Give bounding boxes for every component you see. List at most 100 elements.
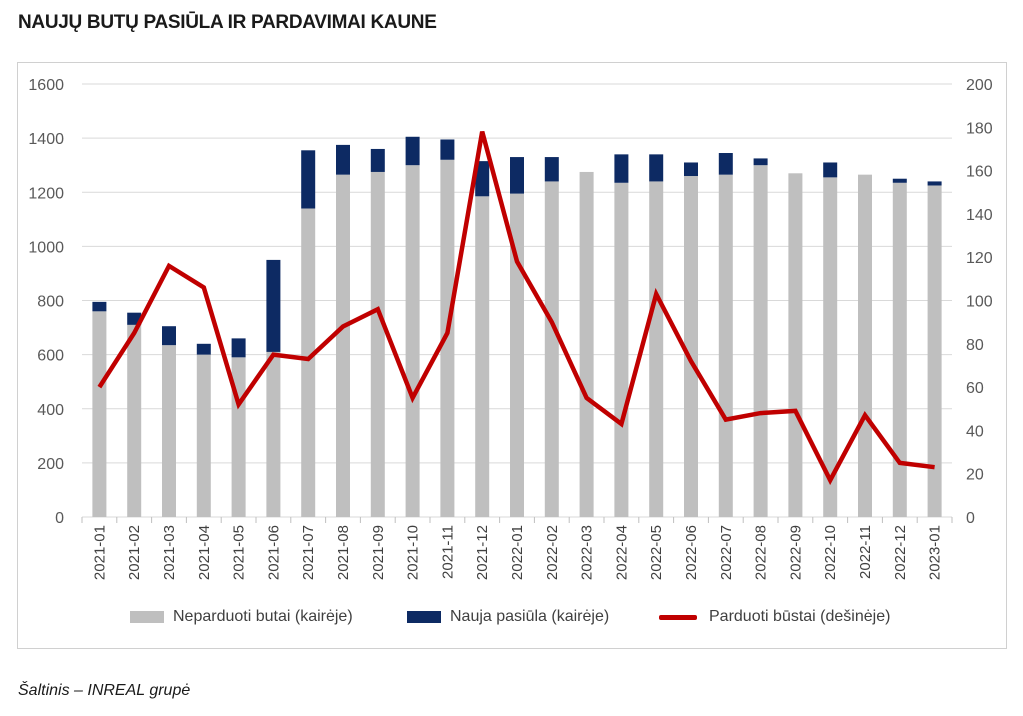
y-right-tick-label: 140	[966, 207, 993, 224]
y-left-tick-label: 1600	[28, 77, 64, 94]
x-tick-label: 2022-11	[857, 525, 874, 579]
y-right-tick-label: 100	[966, 294, 993, 311]
bar-unsold	[718, 174, 733, 518]
bar-new-supply	[892, 178, 907, 183]
x-tick-label: 2022-03	[579, 525, 596, 580]
x-tick-label: 2021-05	[231, 525, 248, 580]
bar-new-supply	[162, 326, 176, 346]
x-tick-label: 2021-12	[474, 525, 491, 580]
bar-new-supply	[196, 343, 211, 355]
y-right-tick-label: 160	[966, 164, 993, 181]
y-right-tick-label: 120	[966, 250, 993, 267]
legend-item-sold: Parduoti būstai (dešinėje)	[659, 608, 890, 626]
bar-unsold	[892, 182, 907, 517]
x-tick-label: 2022-02	[544, 525, 561, 580]
x-tick-label: 2022-06	[683, 525, 700, 580]
source-note: Šaltinis – INREAL grupė	[18, 682, 191, 699]
bar-unsold	[823, 177, 838, 517]
bar-unsold	[301, 208, 316, 518]
chart-title: NAUJŲ BUTŲ PASIŪLA IR PARDAVIMAI KAUNE	[18, 12, 437, 33]
bar-new-supply	[614, 154, 629, 183]
bar-new-supply	[301, 150, 316, 209]
bar-unsold	[440, 159, 455, 517]
legend-label-new-supply: Nauja pasiūla (kairėje)	[450, 608, 610, 625]
bar-new-supply	[440, 139, 455, 160]
bar-new-supply	[475, 161, 490, 197]
x-tick-label: 2022-12	[892, 525, 909, 580]
legend-label-unsold: Neparduoti butai (kairėje)	[173, 608, 353, 625]
x-tick-label: 2023-01	[927, 525, 944, 580]
x-tick-label: 2021-11	[439, 525, 456, 579]
bar-unsold	[162, 345, 176, 517]
legend-swatch-sold	[659, 614, 697, 620]
bar-new-supply	[753, 158, 768, 166]
y-right-tick-label: 40	[966, 423, 984, 440]
x-tick-label: 2021-03	[161, 525, 178, 580]
y-left-tick-label: 1200	[28, 185, 64, 202]
bar-unsold	[370, 171, 385, 517]
bar-new-supply	[718, 153, 733, 175]
legend-swatch-unsold	[130, 611, 164, 623]
y-left-tick-label: 1000	[28, 239, 64, 256]
y-left-tick-label: 400	[37, 402, 64, 419]
bar-unsold	[858, 174, 872, 518]
y-left-tick-label: 1400	[28, 131, 64, 148]
bar-unsold	[92, 311, 107, 517]
x-tick-label: 2021-04	[196, 525, 213, 580]
legend: Neparduoti butai (kairėje) Nauja pasiūla…	[0, 608, 1023, 632]
x-tick-label: 2022-08	[753, 525, 770, 580]
x-tick-label: 2022-07	[718, 525, 735, 580]
y-right-tick-label: 60	[966, 380, 984, 397]
bar-new-supply	[370, 148, 385, 172]
bar-new-supply	[649, 154, 664, 182]
bar-unsold	[614, 182, 629, 517]
legend-label-sold: Parduoti būstai (dešinėje)	[709, 608, 891, 625]
bar-new-supply	[405, 136, 420, 166]
line-sold	[97, 131, 935, 486]
bar-unsold	[684, 176, 698, 517]
legend-item-new-supply: Nauja pasiūla (kairėje)	[407, 608, 609, 626]
bar-unsold	[127, 324, 142, 517]
y-right-tick-label: 180	[966, 120, 993, 137]
bar-new-supply	[266, 259, 281, 352]
bar-unsold	[579, 171, 594, 517]
bar-new-supply	[927, 181, 942, 186]
x-tick-label: 2021-07	[300, 525, 317, 580]
y-right-tick-label: 200	[966, 77, 993, 94]
x-tick-label: 2021-09	[370, 525, 387, 580]
legend-swatch-new-supply	[407, 611, 441, 623]
y-left-tick-label: 800	[37, 294, 64, 311]
x-tick-label: 2022-01	[509, 525, 526, 580]
x-tick-label: 2022-10	[822, 525, 839, 580]
bar-unsold	[649, 181, 664, 518]
y-right-tick-label: 20	[966, 467, 984, 484]
x-tick-label: 2021-06	[265, 525, 282, 580]
bar-new-supply	[544, 157, 559, 182]
bar-new-supply	[336, 144, 350, 175]
bar-new-supply	[231, 338, 246, 358]
bar-new-supply	[823, 162, 838, 178]
bar-unsold	[405, 165, 420, 517]
bar-unsold	[753, 165, 768, 517]
x-tick-label: 2022-05	[648, 525, 665, 580]
x-tick-label: 2022-09	[787, 525, 804, 580]
bar-unsold	[510, 193, 524, 517]
bar-unsold	[336, 174, 350, 518]
y-left-tick-label: 0	[55, 510, 64, 527]
bar-unsold	[927, 185, 942, 517]
bar-unsold	[788, 173, 803, 517]
y-left-tick-label: 200	[37, 456, 64, 473]
y-right-tick-label: 0	[966, 510, 975, 527]
x-tick-label: 2021-01	[91, 525, 108, 580]
y-left-tick-label: 600	[37, 348, 64, 365]
bar-new-supply	[510, 157, 524, 194]
x-tick-label: 2021-08	[335, 525, 352, 580]
bar-new-supply	[92, 301, 107, 312]
bar-unsold	[475, 196, 490, 517]
x-tick-label: 2021-10	[405, 525, 422, 580]
bar-new-supply	[684, 162, 698, 177]
y-right-tick-label: 80	[966, 337, 984, 354]
legend-item-unsold: Neparduoti butai (kairėje)	[130, 608, 353, 626]
x-tick-label: 2022-04	[613, 525, 630, 580]
